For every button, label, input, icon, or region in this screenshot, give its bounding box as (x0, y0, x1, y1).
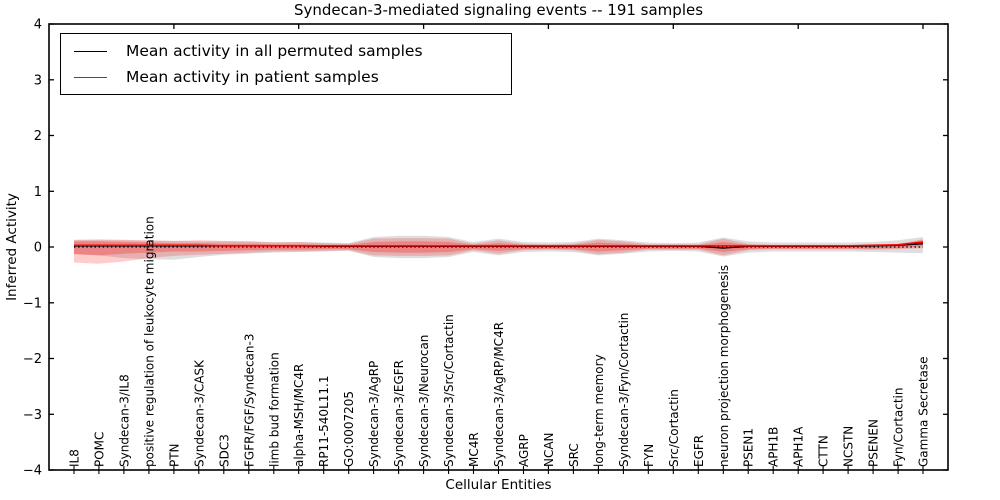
x-axis-ticks (73, 466, 924, 474)
patient-mean-line (74, 241, 924, 247)
svg-text:PSENEN: PSENEN (867, 419, 881, 467)
patient-line-swatch (74, 76, 107, 78)
svg-text:Syndecan-3/IL8: Syndecan-3/IL8 (117, 374, 131, 467)
svg-text:positive regulation of leukocy: positive regulation of leukocyte migrati… (142, 216, 156, 467)
svg-text:SRC: SRC (567, 443, 581, 467)
svg-text:2: 2 (34, 129, 42, 144)
svg-text:CTTN: CTTN (817, 435, 831, 467)
svg-text:RP11-540L11.1: RP11-540L11.1 (317, 376, 331, 467)
svg-text:Syndecan-3/EGFR: Syndecan-3/EGFR (392, 360, 406, 467)
svg-text:4: 4 (34, 18, 42, 33)
svg-text:EGFR: EGFR (692, 435, 706, 467)
svg-text:Syndecan-3/AgRP: Syndecan-3/AgRP (367, 361, 381, 467)
legend-label: Mean activity in patient samples (126, 68, 379, 86)
svg-text:Syndecan-3/Neurocan: Syndecan-3/Neurocan (417, 335, 431, 467)
svg-text:PTN: PTN (167, 443, 181, 467)
svg-text:APH1B: APH1B (767, 427, 781, 467)
svg-text:Syndecan-3/CASK: Syndecan-3/CASK (192, 359, 206, 467)
svg-text:NCSTN: NCSTN (842, 426, 856, 467)
svg-text:−2: −2 (23, 352, 42, 367)
patient-inner-std-band (74, 240, 923, 256)
svg-text:IL8: IL8 (68, 449, 82, 467)
svg-text:Gamma Secretase: Gamma Secretase (917, 356, 931, 467)
svg-text:Syndecan-3/AgRP/MC4R: Syndecan-3/AgRP/MC4R (492, 322, 506, 467)
svg-text:−3: −3 (23, 408, 42, 423)
svg-text:GO:0007205: GO:0007205 (342, 391, 356, 467)
x-category-labels: IL8 POMC Syndecan-3/IL8 positive regulation… (68, 216, 931, 467)
svg-text:APH1A: APH1A (792, 426, 806, 467)
legend-entry-patient: Mean activity in patient samples (74, 68, 511, 86)
svg-text:Syndecan-3/Src/Cortactin: Syndecan-3/Src/Cortactin (442, 314, 456, 467)
legend-entry-permuted: Mean activity in all permuted samples (74, 42, 511, 60)
svg-text:NCAN: NCAN (542, 432, 556, 467)
svg-text:−1: −1 (23, 296, 42, 311)
svg-text:SDC3: SDC3 (217, 434, 231, 467)
svg-text:1: 1 (34, 185, 42, 200)
svg-text:Syndecan-3/Fyn/Cortactin: Syndecan-3/Fyn/Cortactin (617, 313, 631, 467)
svg-text:POMC: POMC (92, 432, 106, 467)
permuted-line-swatch (74, 50, 107, 52)
svg-text:Src/Cortactin: Src/Cortactin (667, 389, 681, 467)
permuted-std-band (74, 235, 923, 260)
svg-text:PSEN1: PSEN1 (742, 428, 756, 467)
y-axis: −4 −3 −2 −1 0 1 2 3 4 (23, 18, 948, 479)
svg-text:long-term memory: long-term memory (592, 354, 606, 467)
top-axis-ticks (173, 24, 924, 29)
svg-text:limb bud formation: limb bud formation (267, 352, 281, 467)
svg-text:alpha-MSH/MC4R: alpha-MSH/MC4R (292, 364, 306, 467)
svg-text:3: 3 (34, 73, 42, 88)
y-axis-label: Inferred Activity (4, 193, 20, 301)
svg-text:FYN: FYN (642, 444, 656, 467)
patient-outer-std-band (74, 238, 923, 264)
svg-text:−4: −4 (23, 464, 42, 479)
legend: Mean activity in all permuted samples Me… (60, 33, 512, 95)
x-axis-label: Cellular Entities (445, 477, 552, 493)
svg-text:Fyn/Cortactin: Fyn/Cortactin (892, 387, 906, 467)
svg-text:AGRP: AGRP (517, 434, 531, 467)
svg-text:FGFR/FGF/Syndecan-3: FGFR/FGF/Syndecan-3 (242, 334, 256, 467)
svg-text:0: 0 (34, 241, 42, 256)
chart-title: Syndecan-3-mediated signaling events -- … (293, 1, 704, 19)
legend-label: Mean activity in all permuted samples (126, 42, 423, 60)
svg-text:neuron projection morphogenesi: neuron projection morphogenesis (717, 265, 731, 467)
svg-text:MC4R: MC4R (467, 432, 481, 467)
